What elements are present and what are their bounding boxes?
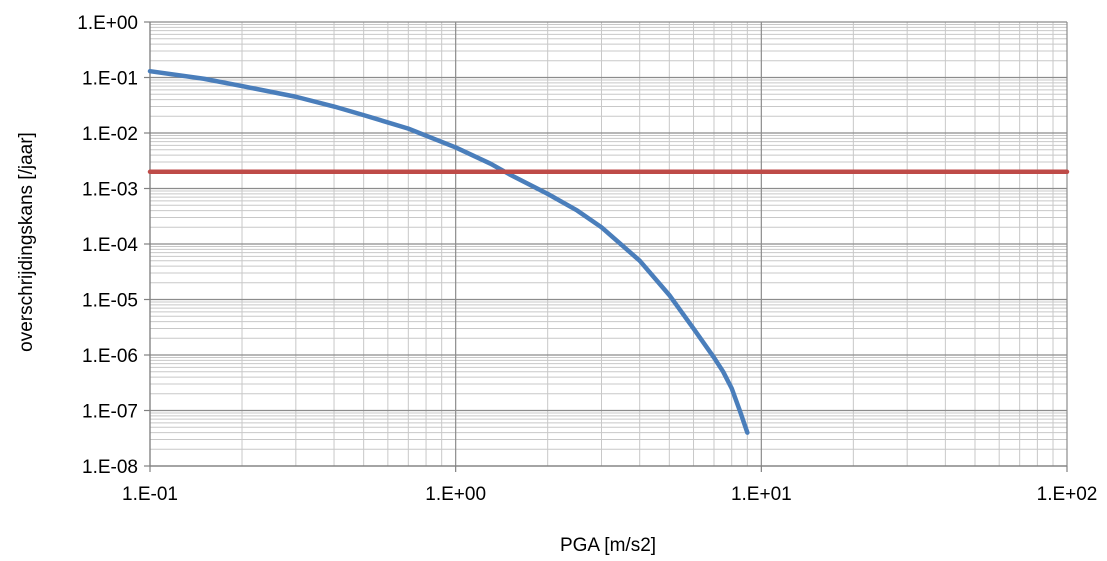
y-tick-label: 1.E-04 [82, 235, 138, 256]
y-tick-label: 1.E-06 [82, 346, 138, 367]
y-tick-label: 1.E-03 [82, 180, 138, 201]
y-axis-title: overschrijdingskans [/jaar] [16, 132, 37, 352]
x-tick-label: 1.E+01 [731, 484, 792, 505]
exceedance-curve-line [147, 68, 750, 435]
grid [144, 21, 1068, 472]
x-tick-label: 1.E+02 [1037, 484, 1098, 505]
tick-labels: 1.E-01 1.E+00 1.E+01 1.E+02 1.E+00 1.E-01 1.E-… [77, 13, 1097, 505]
y-tick-label: 1.E-07 [82, 402, 138, 423]
x-tick-label: 1.E+00 [425, 484, 486, 505]
y-tick-label: 1.E-05 [82, 291, 138, 312]
y-tick-label: 1.E-08 [82, 457, 138, 478]
plot-area [147, 68, 1070, 435]
x-axis-title: PGA [m/s2] [560, 535, 656, 556]
x-tick-label: 1.E-01 [122, 484, 178, 505]
y-tick-label: 1.E-01 [82, 69, 138, 90]
y-tick-label: 1.E-02 [82, 124, 138, 145]
y-tick-label: 1.E+00 [77, 13, 138, 34]
